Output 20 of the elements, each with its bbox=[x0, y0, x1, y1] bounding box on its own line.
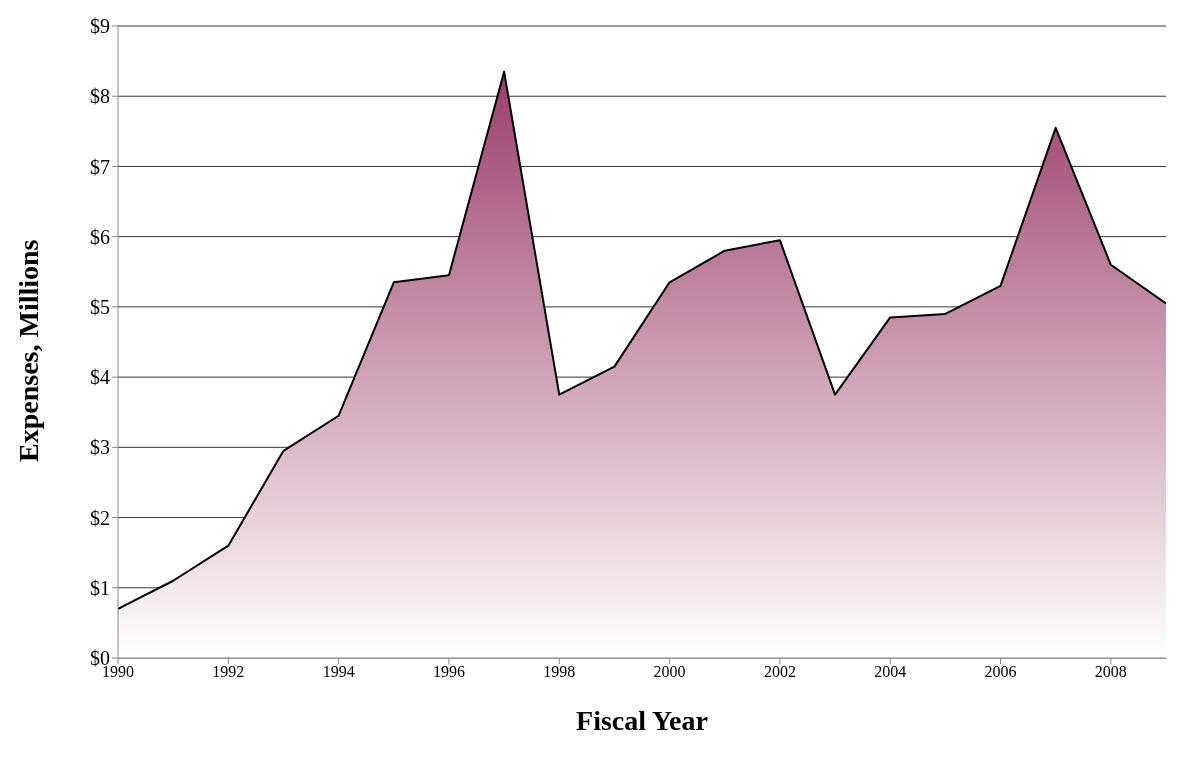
y-tick-label: $9 bbox=[90, 15, 110, 38]
y-tick-label: $3 bbox=[90, 436, 110, 459]
y-tick-label: $2 bbox=[90, 506, 110, 529]
x-tick-label: 2006 bbox=[984, 663, 1017, 681]
x-tick-label: 2000 bbox=[653, 663, 686, 681]
x-tick-label: 1998 bbox=[543, 663, 576, 681]
x-tick-label: 1994 bbox=[322, 663, 355, 681]
y-tick-label: $6 bbox=[90, 225, 110, 248]
x-tick-label: 1996 bbox=[432, 663, 465, 681]
y-tick-label: $7 bbox=[90, 155, 110, 178]
x-axis-title: Fiscal Year bbox=[576, 705, 708, 736]
y-axis-title: Expenses, Millions bbox=[12, 239, 44, 462]
x-tick-label: 2002 bbox=[763, 663, 796, 681]
y-tick-label: $5 bbox=[90, 295, 110, 318]
y-tick-label: $4 bbox=[90, 366, 110, 389]
x-tick-label: 2004 bbox=[874, 663, 907, 681]
y-tick-label: $8 bbox=[90, 85, 110, 108]
x-tick-label: 1992 bbox=[212, 663, 245, 681]
y-tick-label: $1 bbox=[90, 576, 110, 599]
x-tick-label: 2008 bbox=[1094, 663, 1127, 681]
